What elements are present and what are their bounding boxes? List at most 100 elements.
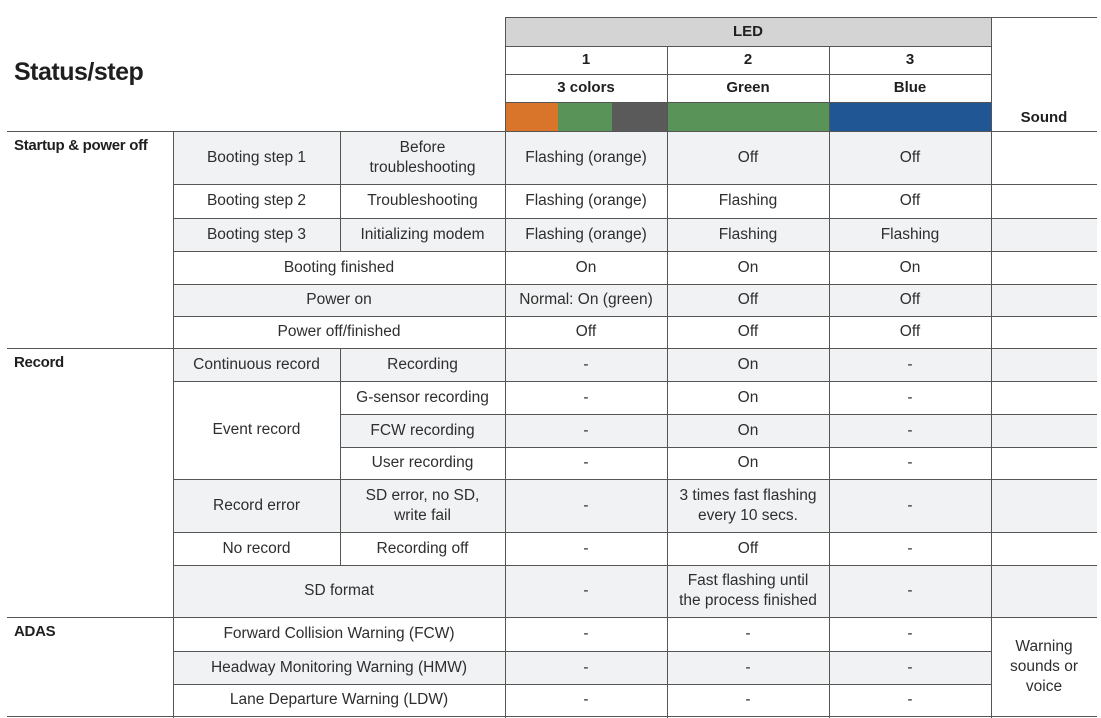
- divider: [7, 617, 1097, 618]
- led1-name: 3 colors: [557, 79, 615, 96]
- table-row-step: Recording: [340, 348, 505, 381]
- table-row-led2: 3 times fast flashing every 10 secs.: [667, 479, 829, 532]
- divider: [173, 284, 1097, 285]
- table-row-sound: [991, 284, 1097, 316]
- table-row-led1: -: [505, 414, 667, 447]
- table-row-status: Power off/finished: [277, 323, 401, 340]
- table-row-led1: -: [505, 348, 667, 381]
- table-row-step: Initializing modem: [340, 218, 505, 251]
- table-row-led1: -: [583, 691, 589, 708]
- section-adas: ADAS: [14, 623, 56, 640]
- table-row-status: Headway Monitoring Warning (HMW): [173, 651, 505, 684]
- table-row-led1: -: [583, 454, 589, 471]
- table-row-status: Record error: [173, 479, 340, 532]
- table-row-led1: Flashing (orange): [505, 218, 667, 251]
- led1-green-swatch: [558, 102, 612, 131]
- table-row-status: Power on: [173, 284, 505, 316]
- table-row-status: Event record: [212, 421, 301, 438]
- divider: [340, 447, 1097, 448]
- table-row-led3: Off: [829, 284, 991, 316]
- divider: [173, 565, 1097, 566]
- table-row-step: G-sensor recording: [356, 388, 489, 406]
- table-row-status: Booting step 1: [173, 131, 340, 184]
- table-row-led2: On: [737, 454, 759, 471]
- divider: [340, 348, 341, 565]
- divider: [7, 716, 1097, 717]
- divider: [173, 684, 991, 685]
- adas-sound-cell: Warning sounds or voice: [1009, 637, 1079, 695]
- table-row-sound: [991, 479, 1097, 532]
- table-row-led3: Off: [899, 192, 921, 209]
- table-row-led3: -: [907, 691, 913, 708]
- table-row-sound: [991, 218, 1097, 251]
- divider: [173, 479, 1097, 480]
- table-row-led2: -: [745, 625, 751, 642]
- table-row-led1: Off: [575, 323, 597, 340]
- table-row-led1: -: [505, 565, 667, 617]
- table-row-status: No record: [222, 539, 291, 557]
- divider: [505, 131, 506, 718]
- divider: [340, 414, 1097, 415]
- table-row-led2: Fast flashing until the process finished: [667, 565, 829, 617]
- table-row-sound: [991, 565, 1097, 617]
- table-row-led3: -: [829, 348, 991, 381]
- table-row-led3: -: [907, 388, 913, 406]
- divider: [173, 651, 991, 652]
- table-row-led1: Normal: On (green): [505, 284, 667, 316]
- table-row-step: Before troubleshooting: [340, 131, 505, 184]
- table-row-status: Booting step 2: [206, 192, 307, 209]
- table-row-led1: On: [575, 258, 597, 276]
- table-row-led1: -: [505, 479, 667, 532]
- divider: [7, 348, 1097, 349]
- table-row-status: Forward Collision Warning (FCW): [223, 625, 455, 642]
- sound-header: Sound: [1020, 108, 1068, 126]
- divider: [991, 131, 992, 718]
- table-row-step: User recording: [371, 454, 474, 471]
- table-row-sound: [991, 414, 1097, 447]
- led3-number: 3: [905, 51, 915, 68]
- divider: [7, 131, 1097, 132]
- table-row-led2: Flashing: [718, 192, 778, 209]
- table-row-led3: On: [899, 258, 921, 276]
- table-row-led3: -: [907, 454, 913, 471]
- led2-name: Green: [726, 79, 770, 96]
- divider: [667, 131, 668, 718]
- divider: [505, 74, 991, 75]
- divider: [173, 218, 1097, 219]
- table-row-status: Booting step 3: [173, 218, 340, 251]
- led2-green-swatch: [667, 102, 829, 131]
- table-row-led3: Off: [829, 131, 991, 184]
- table-row-step: FCW recording: [340, 414, 505, 447]
- section-startup: Startup & power off: [14, 137, 148, 154]
- table-row-step: Recording off: [376, 539, 469, 557]
- divider: [829, 131, 830, 718]
- divider: [667, 46, 668, 131]
- table-row-step: Troubleshooting: [367, 192, 478, 209]
- table-row-led3: -: [829, 479, 991, 532]
- table-row-led1: -: [583, 539, 589, 557]
- led-header: LED: [505, 17, 991, 46]
- table-row-led2: Flashing: [667, 218, 829, 251]
- divider: [173, 131, 174, 718]
- table-row-led1: -: [583, 388, 589, 406]
- table-row-status: Continuous record: [173, 348, 340, 381]
- table-row-sound: [991, 348, 1097, 381]
- led3-name: Blue: [893, 79, 927, 96]
- led1-gray-swatch: [612, 102, 667, 131]
- table-row-led2: Off: [667, 284, 829, 316]
- table-row-status: Booting finished: [283, 258, 395, 276]
- divider: [829, 46, 830, 131]
- table-row-led2: Off: [737, 539, 759, 557]
- divider: [173, 532, 1097, 533]
- table-row-led3: -: [907, 625, 913, 642]
- led3-blue-swatch: [829, 102, 991, 131]
- divider: [173, 381, 1097, 382]
- page-title: Status/step: [14, 58, 144, 86]
- divider: [340, 131, 341, 251]
- table-row-led2: Off: [737, 323, 759, 340]
- led1-number: 1: [581, 51, 591, 68]
- divider: [505, 17, 506, 131]
- table-row-led1: Flashing (orange): [525, 192, 647, 209]
- table-row-led3: -: [829, 414, 991, 447]
- table-row-led1: -: [583, 625, 589, 642]
